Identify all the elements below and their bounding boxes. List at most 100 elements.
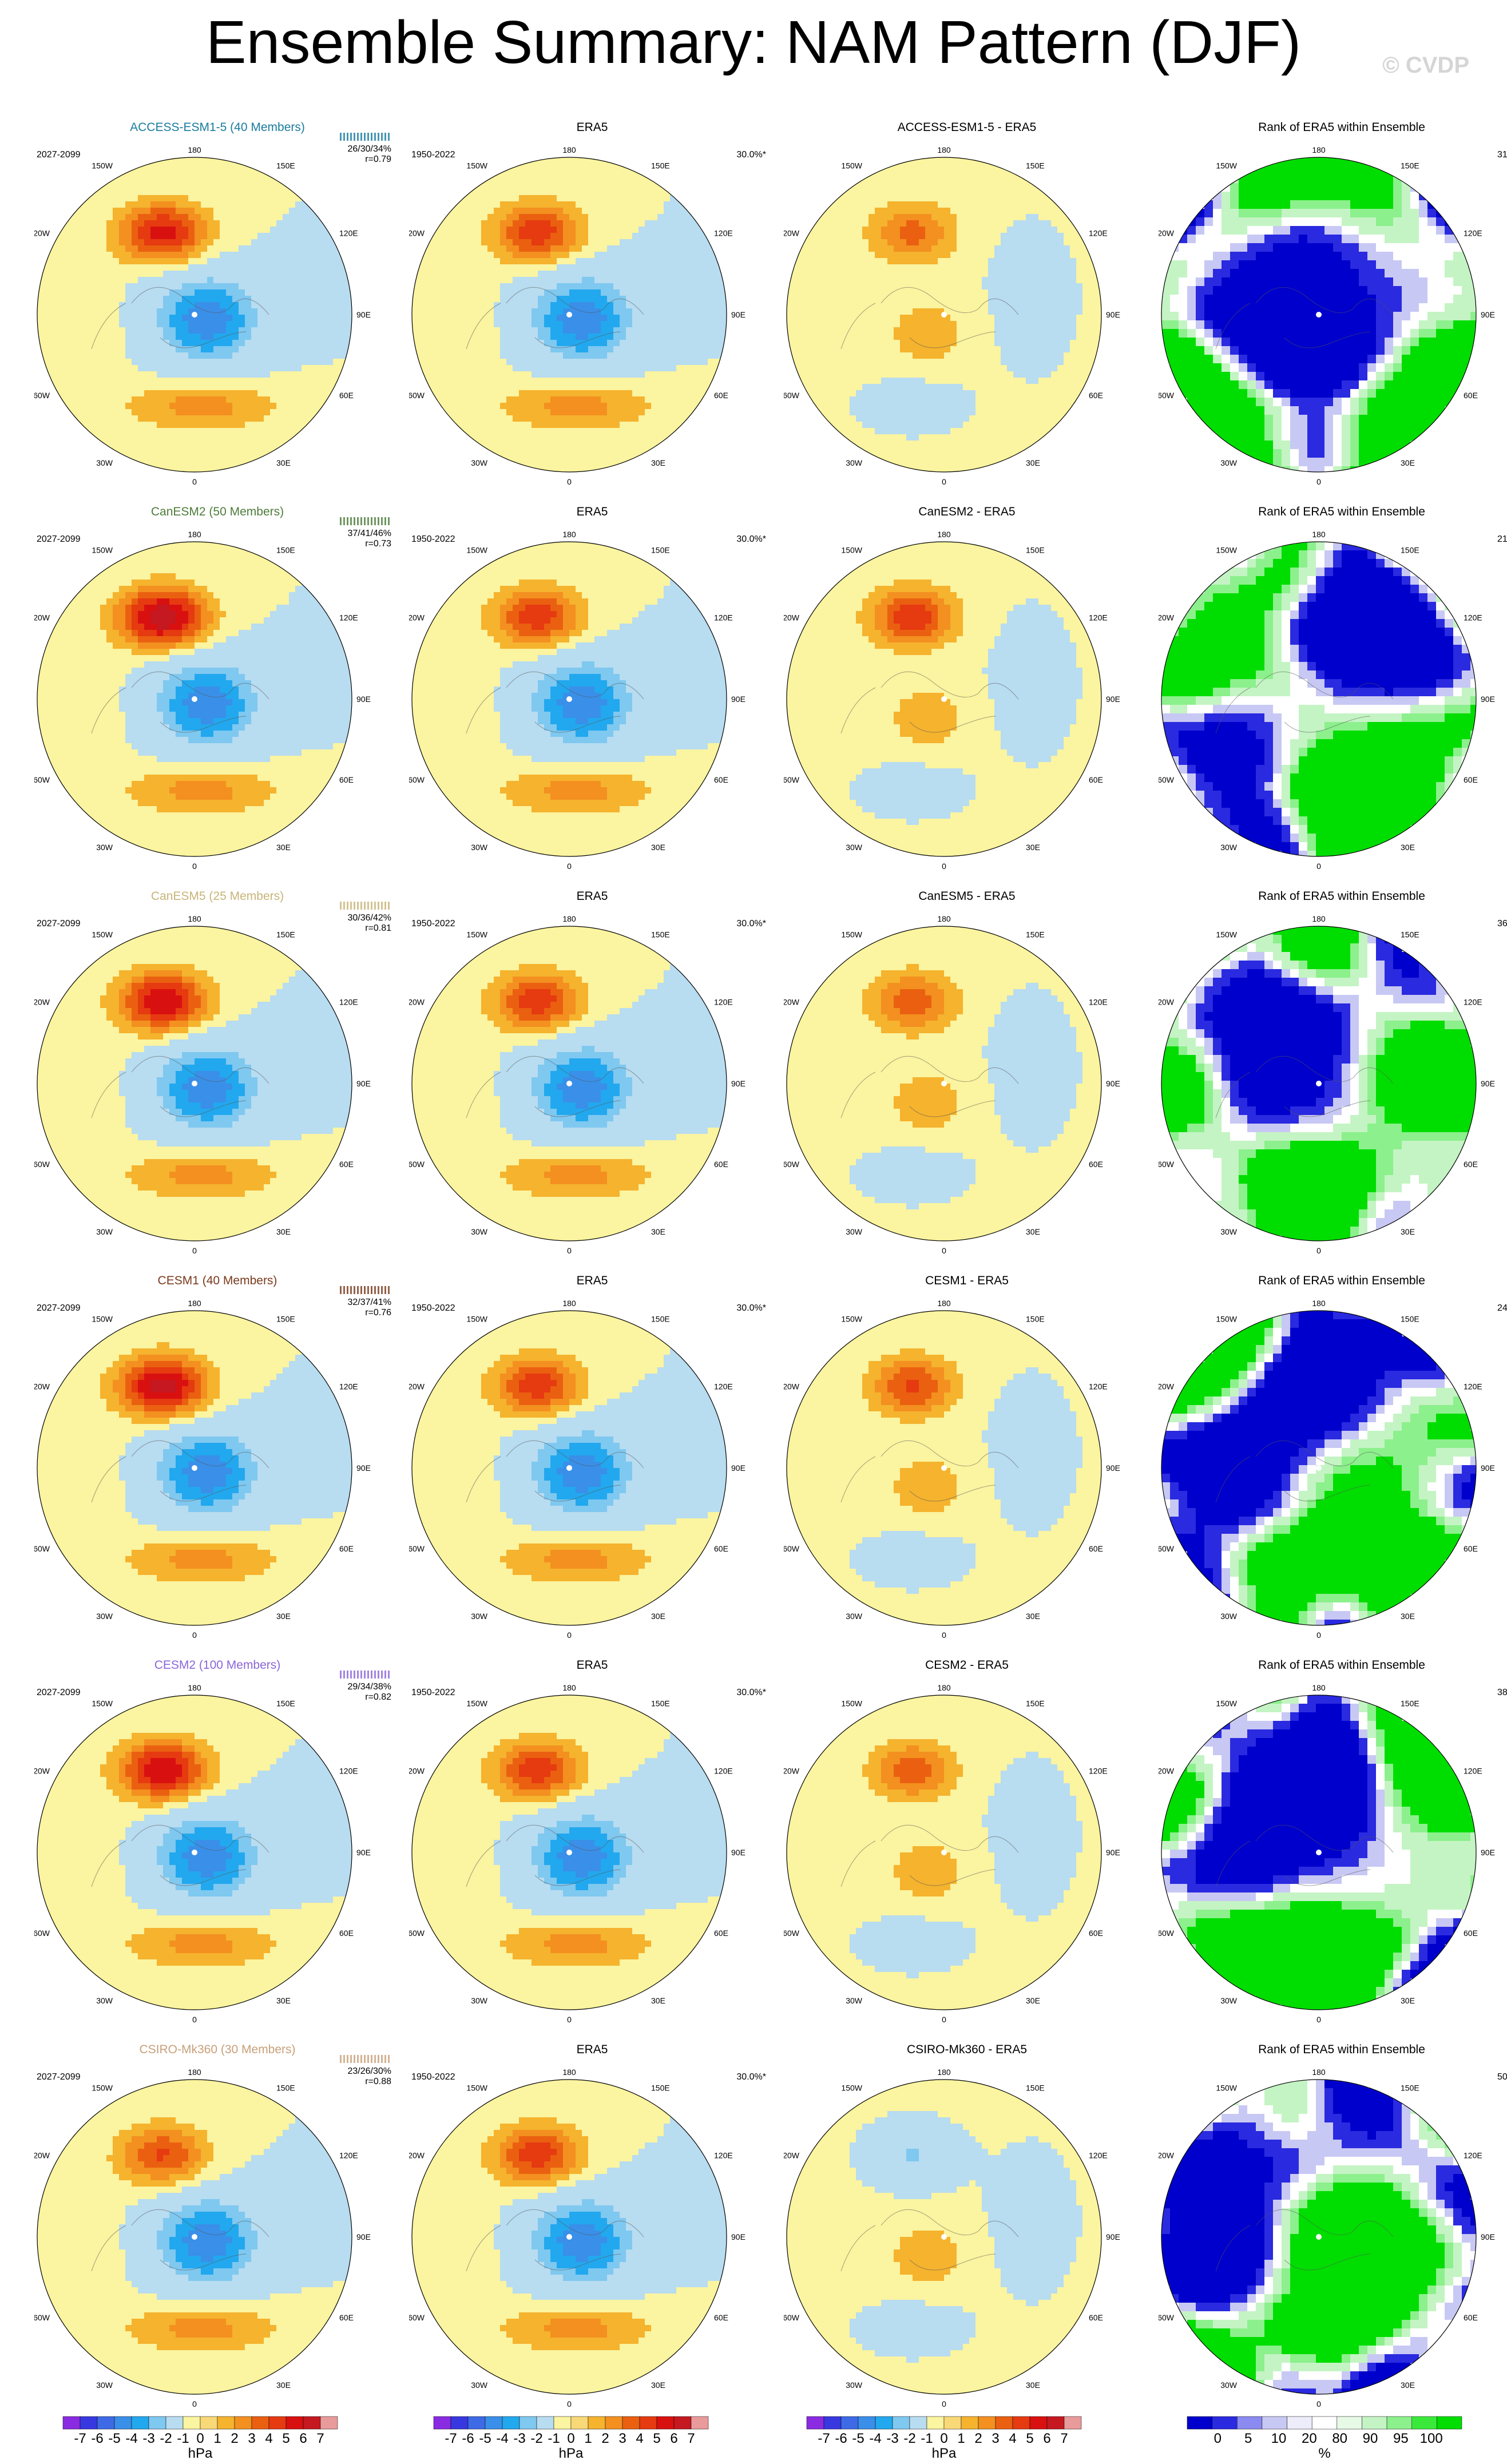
lon-label-ese: 60E bbox=[1089, 2313, 1103, 2322]
lon-label-se: 30E bbox=[651, 1612, 665, 1621]
panel-title: ACCESS-ESM1-5 (40 Members) bbox=[34, 120, 400, 135]
colorbar-swatch bbox=[1311, 2416, 1338, 2430]
stats-label: 30.0%* bbox=[736, 919, 766, 929]
colorbar-swatch bbox=[1262, 2416, 1287, 2430]
lon-label-e: 90E bbox=[1481, 2232, 1495, 2241]
lon-label-ese: 60E bbox=[714, 391, 728, 400]
colorbar-swatch bbox=[1187, 2416, 1212, 2430]
lon-label-ne: 150E bbox=[651, 2083, 670, 2092]
lon-label-se: 30E bbox=[276, 843, 291, 852]
lon-label-s: 0 bbox=[567, 2015, 572, 2024]
lon-label-s: 0 bbox=[192, 2015, 197, 2024]
colorbar-tick-label: -2 bbox=[530, 2431, 542, 2446]
panel-rank-row-6: Rank of ERA5 within Ensemble50%180090W90… bbox=[1159, 2042, 1507, 2409]
colorbar-swatch bbox=[1411, 2416, 1437, 2430]
period-label: 2027-2099 bbox=[37, 919, 81, 929]
colorbar-swatch bbox=[519, 2416, 537, 2430]
colorbar-swatch bbox=[320, 2416, 338, 2430]
colorbar-tick-label: 4 bbox=[636, 2431, 643, 2446]
colorbar-tick-label: -7 bbox=[445, 2431, 457, 2446]
lon-label-ne: 150E bbox=[276, 161, 295, 170]
lon-label-sw: 30W bbox=[1220, 1996, 1238, 2005]
lon-label-n: 180 bbox=[1312, 1683, 1326, 1692]
panel-title: CSIRO-Mk360 (30 Members) bbox=[34, 2042, 400, 2057]
colorbar-unit: hPa bbox=[559, 2446, 584, 2461]
colorbar-tick-label: -1 bbox=[921, 2431, 933, 2446]
lon-label-e: 90E bbox=[356, 695, 371, 704]
ensemble-spread-bar bbox=[340, 1286, 391, 1294]
lon-label-e: 90E bbox=[356, 310, 371, 319]
colorbar-swatch bbox=[467, 2416, 486, 2430]
polar-map-model: 180090W90E150W150E120W120E60W60E30W30E bbox=[34, 1683, 371, 2024]
lon-label-sw: 30W bbox=[96, 1227, 113, 1236]
lon-label-ese: 60E bbox=[714, 2313, 728, 2322]
stats-label: 30.0%* bbox=[736, 2072, 766, 2082]
lon-label-nw: 150W bbox=[1216, 161, 1237, 170]
lon-label-sw: 30W bbox=[96, 843, 113, 852]
colorbar-swatch bbox=[892, 2416, 910, 2430]
period-label: 2027-2099 bbox=[37, 150, 81, 160]
period-label: 1950-2022 bbox=[411, 919, 455, 929]
lon-label-sw: 30W bbox=[846, 458, 863, 467]
colorbar-swatch bbox=[1012, 2416, 1030, 2430]
colorbar-tick-label: -4 bbox=[125, 2431, 137, 2446]
ensemble-spread-bar bbox=[340, 2055, 391, 2063]
ensemble-spread-bar bbox=[340, 133, 391, 141]
lon-label-wsw: 60W bbox=[409, 1544, 425, 1553]
lon-label-se: 30E bbox=[651, 1227, 665, 1236]
lon-label-n: 180 bbox=[188, 530, 201, 539]
lon-label-s: 0 bbox=[942, 862, 946, 871]
panel-title: Rank of ERA5 within Ensemble bbox=[1159, 1273, 1507, 1288]
colorbar-swatch bbox=[502, 2416, 520, 2430]
colorbar-unit: % bbox=[1318, 2446, 1330, 2461]
lon-label-wsw: 60W bbox=[784, 391, 800, 400]
lon-label-s: 0 bbox=[1316, 2015, 1321, 2024]
lon-label-wsw: 60W bbox=[409, 1160, 425, 1169]
colorbar-tick-label: -4 bbox=[496, 2431, 508, 2446]
colorbar-swatch bbox=[1362, 2416, 1387, 2430]
panel-title: CanESM2 (50 Members) bbox=[34, 505, 400, 519]
polar-map-diff: 180090W90E150W150E120W120E60W60E30W30E bbox=[784, 2068, 1120, 2409]
lon-label-ene: 120E bbox=[714, 613, 733, 622]
lon-label-s: 0 bbox=[567, 1246, 572, 1255]
colorbar-swatch bbox=[1237, 2416, 1263, 2430]
lon-label-n: 180 bbox=[562, 1683, 576, 1692]
lon-label-ene: 120E bbox=[1089, 1767, 1108, 1776]
lon-label-se: 30E bbox=[1401, 1227, 1415, 1236]
polar-map-model: 180090W90E150W150E120W120E60W60E30W30E bbox=[34, 1299, 371, 1640]
lon-label-wsw: 60W bbox=[409, 391, 425, 400]
lon-label-ese: 60E bbox=[1089, 1544, 1103, 1553]
colorbar-tick-label: -5 bbox=[479, 2431, 491, 2446]
lon-label-wsw: 60W bbox=[1159, 1929, 1175, 1938]
lon-label-ese: 60E bbox=[1089, 1160, 1103, 1169]
lon-label-wsw: 60W bbox=[409, 1929, 425, 1938]
panel-title: Rank of ERA5 within Ensemble bbox=[1159, 1658, 1507, 1673]
lon-label-sw: 30W bbox=[96, 1612, 113, 1621]
lon-label-ne: 150E bbox=[276, 930, 295, 939]
lon-label-e: 90E bbox=[731, 1079, 745, 1088]
lon-label-nw: 150W bbox=[841, 545, 862, 554]
colorbar-tick-label: 5 bbox=[1026, 2431, 1033, 2446]
lon-label-wnw: 120W bbox=[1159, 1767, 1175, 1776]
lon-label-se: 30E bbox=[1026, 2380, 1040, 2390]
stats-label: 37/41/46% r=0.73 bbox=[340, 517, 391, 549]
lon-label-n: 180 bbox=[562, 2068, 576, 2077]
lon-label-nw: 150W bbox=[841, 930, 862, 939]
lon-label-wnw: 120W bbox=[1159, 998, 1175, 1007]
lon-label-se: 30E bbox=[1401, 2380, 1415, 2390]
lon-label-wnw: 120W bbox=[784, 1767, 800, 1776]
colorbar-swatch bbox=[80, 2416, 98, 2430]
colorbar-swatch bbox=[1212, 2416, 1238, 2430]
stats-label: 23/26/30% r=0.88 bbox=[340, 2055, 391, 2087]
lon-label-wsw: 60W bbox=[34, 1929, 50, 1938]
colorbar-tick-label: -5 bbox=[108, 2431, 120, 2446]
lon-label-e: 90E bbox=[356, 1463, 371, 1473]
lon-label-nw: 150W bbox=[841, 1314, 862, 1323]
panel-rank-row-4: Rank of ERA5 within Ensemble24%180090W90… bbox=[1159, 1273, 1507, 1640]
lon-label-n: 180 bbox=[188, 145, 201, 154]
lon-label-s: 0 bbox=[567, 477, 572, 486]
stats-label: 50% bbox=[1497, 2072, 1507, 2082]
lon-label-e: 90E bbox=[1481, 1848, 1495, 1857]
colorbar-tick-label: -1 bbox=[177, 2431, 189, 2446]
lon-label-ese: 60E bbox=[1089, 1929, 1103, 1938]
